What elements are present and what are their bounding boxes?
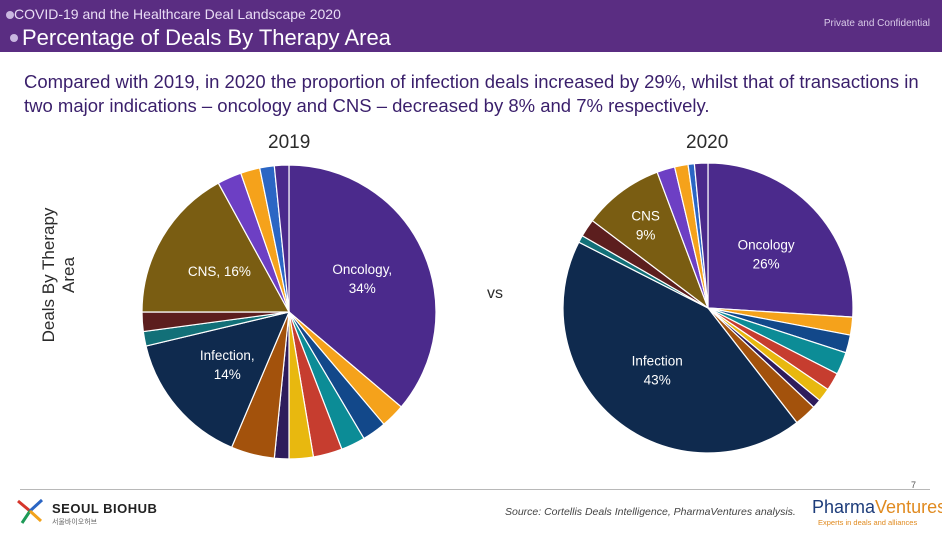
bullet-dot [6,11,14,19]
pharmaventures-logo-b: Ventures [875,497,942,517]
chart-title-2020: 2020 [686,132,729,153]
pie-2019-slice-8 [145,311,291,449]
vs-label: vs [487,285,503,302]
pharmaventures-logo-a: Pharma [812,497,876,517]
slide-header: COVID-19 and the Healthcare Deal Landsca… [0,0,942,52]
seoul-biohub-sub: 서울바이오허브 [52,519,98,526]
intro-text: Compared with 2019, in 2020 the proporti… [24,71,919,116]
pie-2019-slice-0 [288,164,437,408]
pie-2020-slice-11 [591,171,710,310]
pie-2019-slice-11 [141,182,291,313]
pie-2019-label-0: Oncology, 34% [332,262,392,296]
pie-2019-label-11: CNS, 16% [188,264,251,279]
pie-2020-label-8: Infection 43% [632,353,683,387]
confidential-label: Private and Confidential [823,18,930,29]
chart-title-2019: 2019 [268,132,311,153]
pie-2020-label-11: CNS 9% [631,208,660,242]
page-number: 7 [910,480,916,490]
seoul-biohub-name: SEOUL BIOHUB [52,501,158,516]
header-subtitle: COVID-19 and the Healthcare Deal Landsca… [14,6,341,22]
source-note: Source: Cortellis Deals Intelligence, Ph… [505,506,796,518]
pie-2020-label-0: Oncology 26% [738,237,795,271]
pie-2020-slice-0 [707,162,854,318]
pie-2019-slice-15 [273,164,290,313]
pie-2019-label-8: Infection, 14% [200,348,255,382]
bullet-dot [10,34,18,42]
pharmaventures-logo: PharmaVentures [812,497,942,518]
pie-2020-slice-15 [693,162,709,309]
pharmaventures-tagline: Experts in deals and alliances [818,518,918,527]
page-title: Percentage of Deals By Therapy Area [22,25,391,50]
pie-2020-slice-8 [562,241,798,454]
footer-divider [20,489,930,490]
